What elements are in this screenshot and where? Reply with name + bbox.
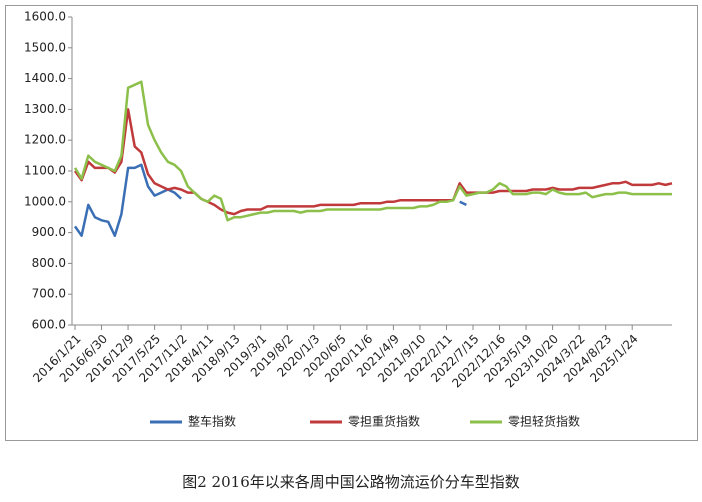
- y-tick-label: 1100.0: [24, 164, 66, 178]
- y-tick-label: 800.0: [32, 256, 66, 270]
- legend-label: 整车指数: [188, 414, 236, 429]
- y-tick-label: 1400.0: [24, 71, 66, 85]
- y-tick-label: 1600.0: [24, 10, 66, 24]
- y-tick-label: 1300.0: [24, 102, 66, 116]
- y-tick-label: 1500.0: [24, 40, 66, 54]
- legend-label: 零担重货指数: [348, 414, 420, 429]
- y-tick-label: 600.0: [32, 318, 66, 332]
- y-tick-label: 700.0: [32, 287, 66, 301]
- chart-frame: [5, 5, 698, 441]
- y-tick-label: 1000.0: [24, 194, 66, 208]
- series-line: [73, 163, 467, 237]
- legend-label: 零担轻货指数: [508, 414, 580, 429]
- series-line: [73, 108, 673, 216]
- y-tick-label: 1200.0: [24, 133, 66, 147]
- series-line: [73, 80, 672, 222]
- caption: 图2 2016年以来各周中国公路物流运价分车型指数: [182, 473, 520, 491]
- y-tick-label: 900.0: [32, 225, 66, 239]
